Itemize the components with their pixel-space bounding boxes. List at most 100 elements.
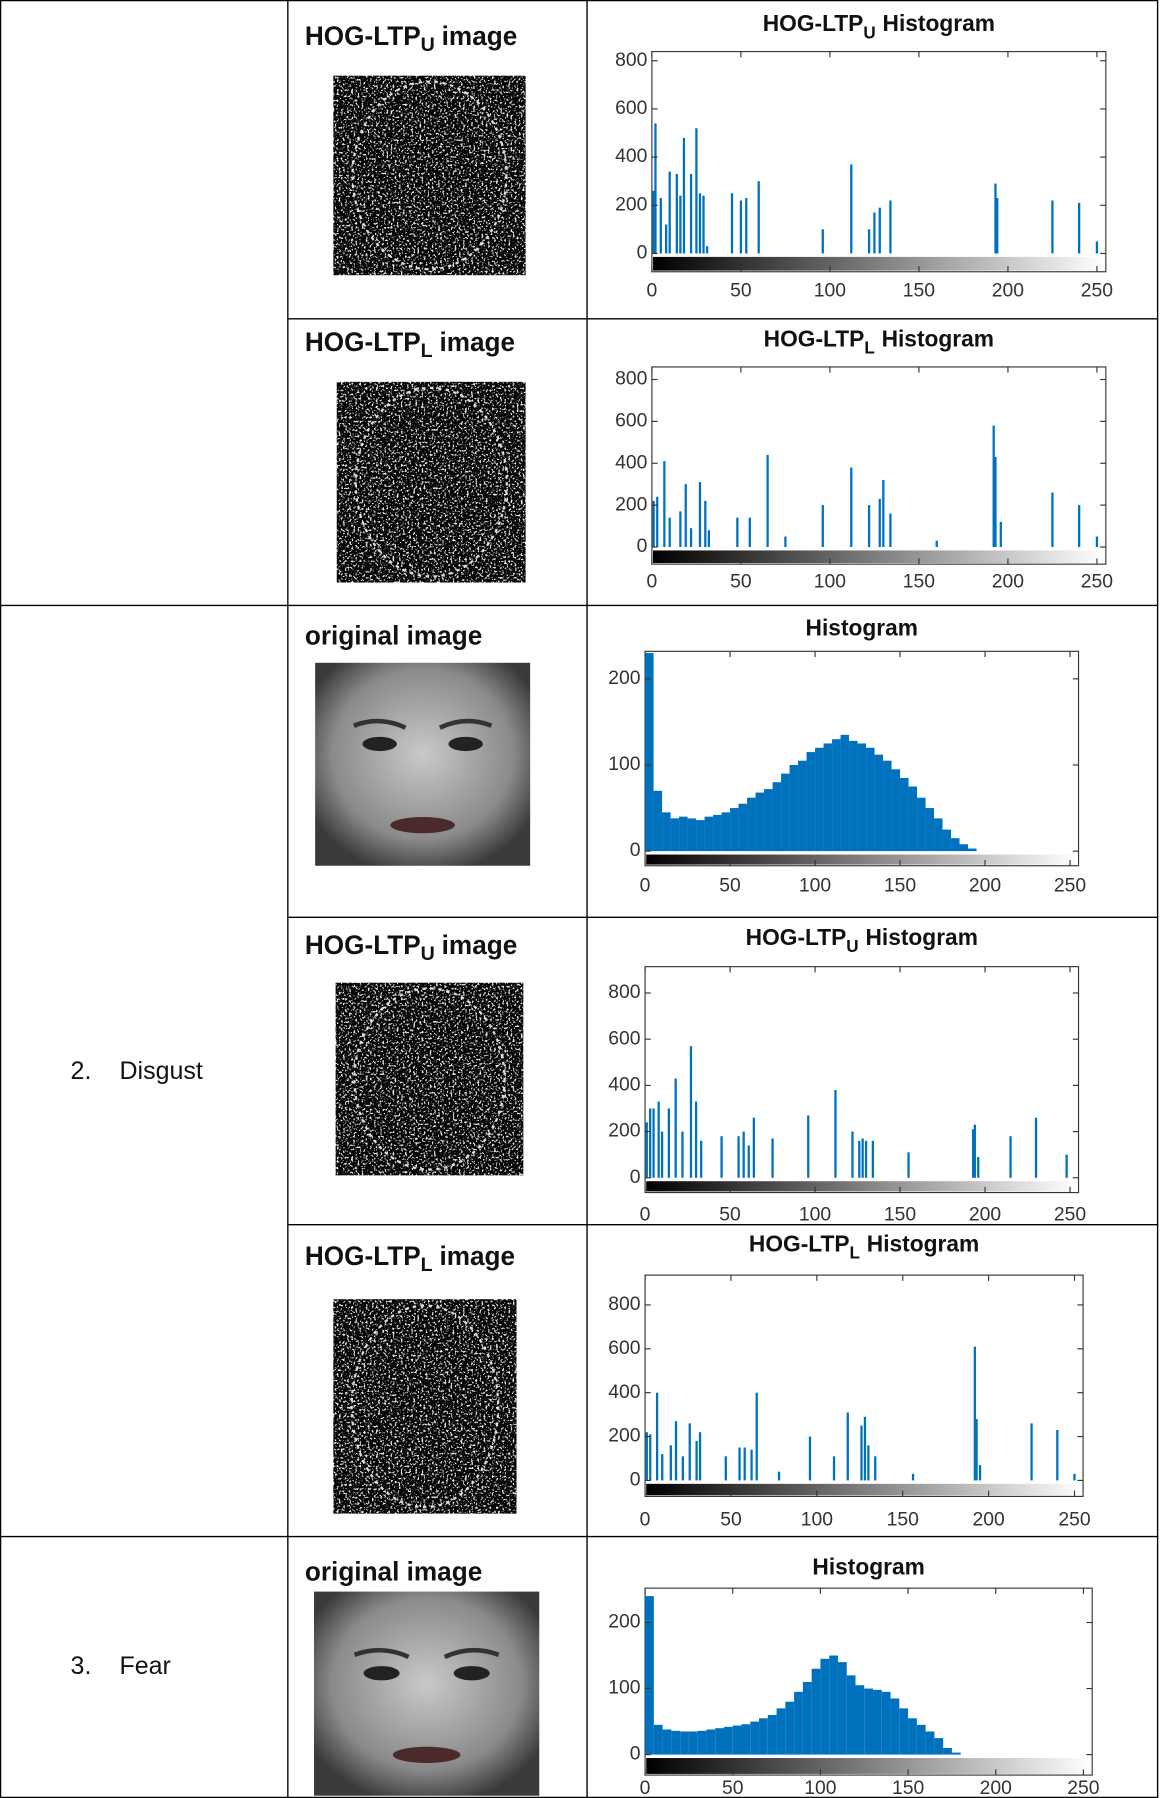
histogram-chart: 0 50 100 150 200 250 0 200 400 600 800	[615, 49, 1113, 302]
histogram-bar	[785, 1701, 795, 1755]
x-tick-label: 100	[799, 1204, 831, 1226]
histogram-bar	[755, 792, 765, 852]
title-main: original image	[305, 620, 482, 650]
bar	[878, 498, 881, 547]
y-tick-label: 600	[615, 97, 647, 119]
bar	[821, 505, 824, 547]
histogram-bar	[662, 1729, 672, 1755]
x-tick-label: 200	[972, 1509, 1004, 1531]
x-tick-label: 150	[903, 571, 935, 593]
x-tick-label: 50	[722, 1777, 744, 1798]
bar	[755, 1392, 758, 1481]
bar	[698, 1432, 702, 1481]
bar	[661, 1454, 664, 1481]
bar	[889, 200, 892, 254]
face-eye	[448, 736, 483, 752]
x-tick-label: 250	[1081, 571, 1113, 593]
hog-texture	[333, 1299, 517, 1514]
bar	[1073, 1473, 1076, 1481]
y-tick-label: 200	[608, 1120, 640, 1142]
x-tick-label: 50	[720, 1509, 742, 1531]
histogram-bar	[802, 1681, 812, 1755]
x-tick-label: 200	[969, 874, 1001, 896]
bar	[972, 1129, 975, 1178]
histogram-bar	[864, 1688, 874, 1755]
bar	[999, 521, 1002, 547]
bar	[688, 1423, 691, 1481]
x-tick-label: 200	[992, 279, 1024, 301]
title-main: HOG-LTP	[746, 924, 847, 950]
x-tick-label: 250	[1081, 279, 1113, 301]
bar	[737, 1136, 740, 1178]
bar	[834, 1089, 837, 1178]
bar	[864, 1140, 868, 1178]
histogram-chart: 0 50 100 150 200 250 0 100 200	[608, 650, 1086, 897]
histogram-bar	[789, 764, 799, 852]
face-brow	[353, 1647, 410, 1660]
face-eye	[362, 736, 397, 752]
title-main: original image	[305, 1556, 482, 1586]
title-tail: image	[442, 930, 518, 960]
bar	[860, 1425, 863, 1481]
face-image	[314, 1591, 540, 1796]
title-main: HOG-LTP	[305, 327, 421, 357]
bar	[850, 164, 853, 254]
histogram-bar	[959, 844, 969, 852]
chart-title: HOG-LTPU Histogram	[763, 10, 995, 42]
histogram-bar	[732, 1725, 742, 1755]
bar	[700, 1140, 703, 1178]
bar	[645, 1432, 648, 1481]
bar	[867, 1445, 870, 1481]
y-tick-label: 200	[608, 667, 640, 689]
y-tick-label: 400	[615, 145, 647, 167]
histogram-bar	[662, 812, 671, 852]
x-tick-label: 0	[647, 571, 658, 593]
chart-title: HOG-LTPL Histogram	[764, 326, 994, 358]
hog-face-outline	[350, 1304, 500, 1509]
face-brow	[438, 718, 493, 730]
y-tick-label: 600	[615, 409, 647, 431]
bar	[977, 1156, 980, 1178]
title-tail: Histogram	[865, 924, 977, 950]
face-brow	[443, 1647, 500, 1660]
bar	[657, 1101, 660, 1178]
bar	[656, 496, 659, 547]
face-image	[315, 662, 531, 866]
bar	[668, 517, 671, 547]
y-tick-label: 200	[615, 493, 647, 515]
title-subscript: U	[863, 22, 875, 42]
histogram-bar	[874, 754, 884, 852]
histogram-bar	[873, 1689, 882, 1755]
histogram-bar	[917, 797, 926, 852]
histogram-bar	[645, 653, 654, 852]
bar	[846, 1412, 849, 1481]
hog-texture	[336, 381, 526, 583]
histogram-bar	[900, 777, 909, 852]
x-tick-label: 0	[640, 1777, 651, 1798]
bar	[973, 1346, 977, 1481]
histogram-bar	[811, 1668, 821, 1755]
title-main: Histogram	[812, 1554, 924, 1580]
bar	[889, 513, 892, 547]
title-tail: Histogram	[882, 326, 994, 352]
histogram-bar	[706, 1729, 716, 1755]
x-tick-label: 0	[647, 279, 658, 301]
x-tick-label: 100	[814, 571, 846, 593]
bar	[750, 1449, 753, 1481]
bar	[698, 193, 702, 254]
bar	[850, 467, 853, 547]
histogram-chart: 0 50 100 150 200 250 0 200 400 600 800	[615, 366, 1113, 593]
y-tick-label: 100	[608, 753, 640, 775]
title-subscript: L	[421, 1254, 433, 1276]
y-tick-label: 600	[608, 1337, 640, 1359]
bar	[668, 171, 671, 254]
colorbar	[646, 1181, 1078, 1192]
histogram-bar	[645, 1596, 654, 1755]
bar	[1034, 1117, 1038, 1178]
bar	[665, 224, 668, 254]
histogram-bar	[908, 786, 918, 852]
bar	[652, 500, 655, 547]
face-eye	[453, 1666, 490, 1681]
x-tick-label: 100	[799, 874, 831, 896]
